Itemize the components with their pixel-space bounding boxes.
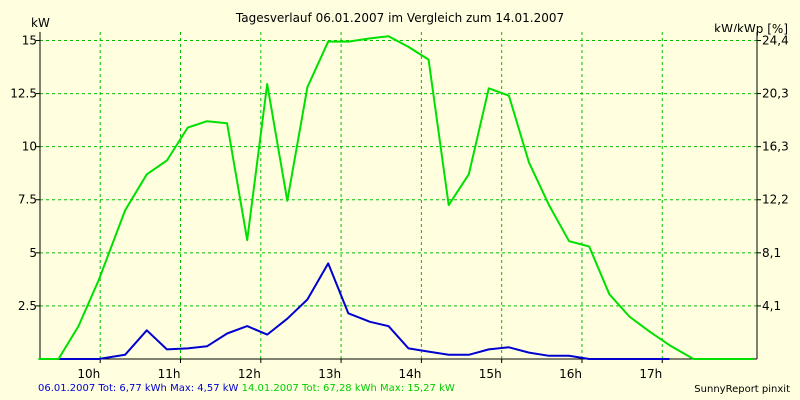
x-tick-label: 14h bbox=[399, 367, 422, 381]
x-tick-label: 11h bbox=[158, 367, 181, 381]
legend-entry-series-2: 14.01.2007 Tot: 67,28 kWh Max: 15,27 kW bbox=[241, 383, 455, 394]
x-tick-label: 17h bbox=[639, 367, 662, 381]
y-right-tick-label: 20,3 bbox=[762, 87, 789, 101]
series-line-1 bbox=[58, 262, 670, 360]
x-tick-label: 12h bbox=[238, 367, 261, 381]
chart-title: Tagesverlauf 06.01.2007 im Vergleich zum… bbox=[235, 11, 565, 25]
y-left-tick-label: 10 bbox=[22, 140, 37, 154]
y-left-tick-label: 5 bbox=[29, 246, 37, 260]
y-left-axis-label: kW bbox=[31, 16, 50, 30]
y-right-tick-label: 12,2 bbox=[762, 193, 789, 207]
y-right-tick-label: 16,3 bbox=[762, 140, 789, 154]
x-tick-label: 10h bbox=[77, 367, 100, 381]
x-tick-label: 16h bbox=[559, 367, 582, 381]
x-tick-label: 15h bbox=[479, 367, 502, 381]
legend: 06.01.2007 Tot: 6,77 kWh Max: 4,57 kW 14… bbox=[38, 383, 455, 394]
y-left-tick-label: 7.5 bbox=[18, 193, 37, 207]
legend-entry-series-1: 06.01.2007 Tot: 6,77 kWh Max: 4,57 kW bbox=[38, 383, 239, 394]
y-right-tick-label: 8,1 bbox=[762, 246, 781, 260]
y-left-tick-label: 2.5 bbox=[18, 299, 37, 313]
y-left-tick-label: 15 bbox=[22, 33, 37, 47]
footer-credit: SunnyReport pinxit bbox=[694, 384, 790, 395]
y-right-tick-label: 24,4 bbox=[762, 33, 789, 47]
series-line-2 bbox=[38, 35, 754, 360]
x-tick-label: 13h bbox=[318, 367, 341, 381]
y-right-tick-label: 4,1 bbox=[762, 299, 781, 313]
y-left-tick-label: 12.5 bbox=[10, 87, 37, 101]
plot-area bbox=[40, 32, 757, 359]
